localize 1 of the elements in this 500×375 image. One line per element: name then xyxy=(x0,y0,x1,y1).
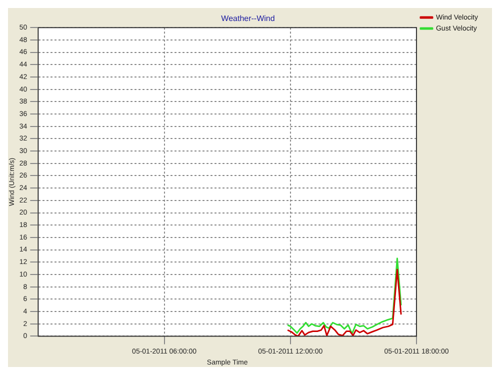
chart-title: Weather--Wind xyxy=(221,14,275,24)
